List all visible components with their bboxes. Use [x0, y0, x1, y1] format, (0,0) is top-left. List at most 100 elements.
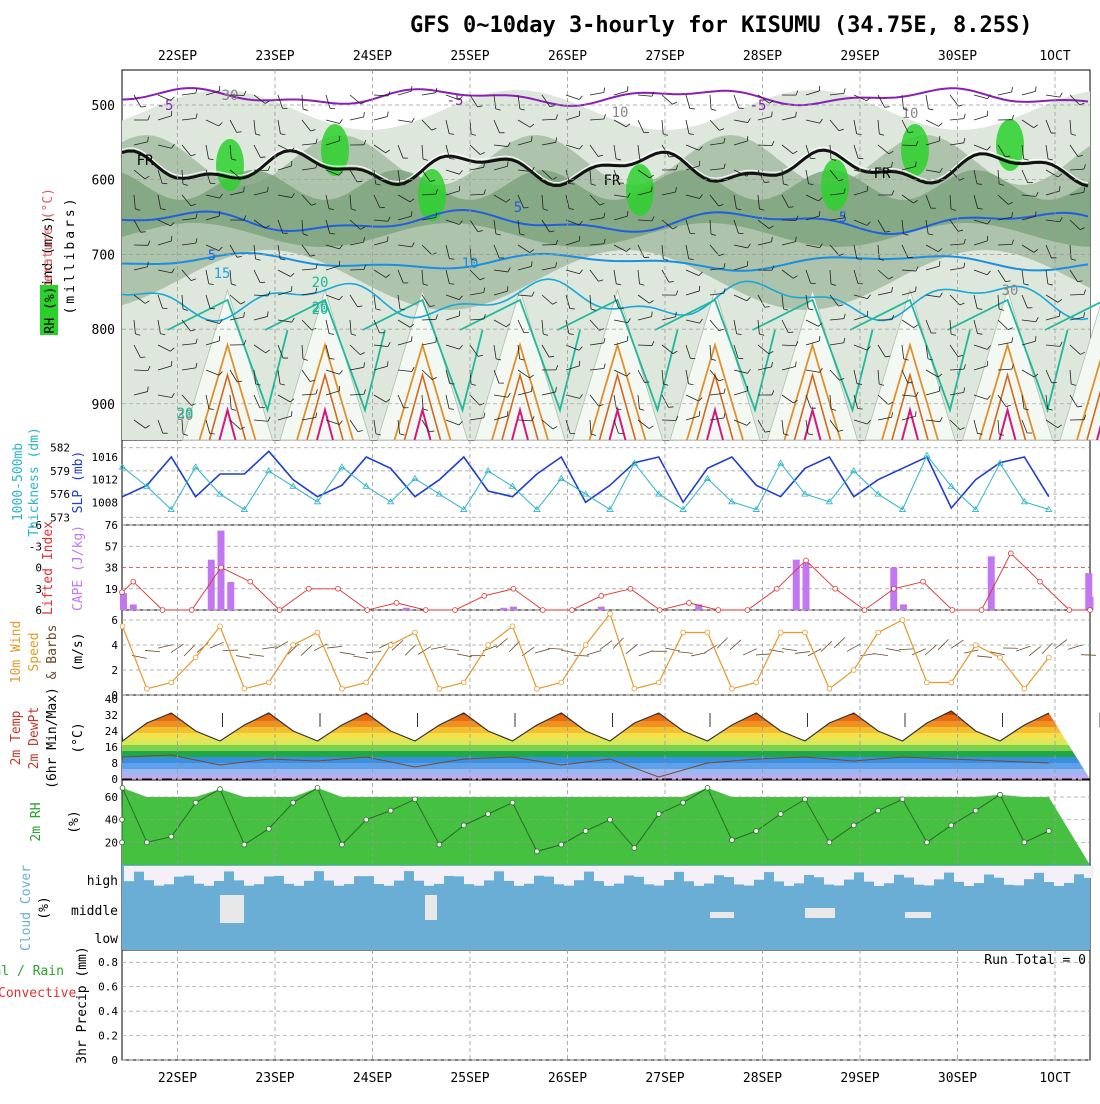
day-label-bottom: 30SEP [938, 1071, 977, 1086]
cape-tick: 19 [105, 583, 118, 596]
temp-color-band [122, 757, 1090, 763]
precip-tick: 0.6 [98, 981, 118, 994]
wind-label3: & Barbs [45, 625, 60, 680]
wind-barb-flag [388, 111, 389, 116]
cloud-high-gap [624, 866, 634, 875]
thickness-tick: 576 [50, 488, 70, 501]
wind-barb-flag [764, 182, 769, 183]
cloud-high-gap [984, 866, 994, 874]
cape-bar [130, 604, 137, 610]
wind-label2: Speed [27, 632, 42, 671]
pressure-tick-label: 700 [92, 248, 115, 263]
temp-label3: (6hr Min/Max) [45, 687, 60, 789]
wind-speed-line-point [437, 686, 442, 691]
cloud-high-gap [594, 866, 604, 881]
precip-tick: 0.8 [98, 956, 118, 969]
lifted-index-line-point [423, 608, 428, 613]
temp-tick: 40 [105, 693, 118, 706]
precip-tick: 0.2 [98, 1030, 118, 1043]
wind-speed-line-point [486, 643, 491, 648]
thickness-tick: 582 [50, 442, 70, 455]
temp-units: (°C) [71, 722, 86, 753]
slp-tick: 1012 [92, 474, 119, 487]
lifted-tick: -3 [29, 540, 42, 553]
lifted-index-line-point [1067, 608, 1072, 613]
wind-barb-flag [570, 184, 575, 185]
cape-left-label: Lifted Index [41, 521, 56, 615]
contour-label: 20 [312, 275, 329, 291]
day-label-bottom: 26SEP [548, 1071, 587, 1086]
lifted-index-line-point [774, 586, 779, 591]
wind-speed-line-point [1046, 655, 1051, 660]
cloud-high-gap [274, 866, 284, 876]
day-label-top: 22SEP [158, 49, 197, 64]
rh-line-point [339, 842, 344, 847]
wind-speed-line-point [144, 686, 149, 691]
rh-line-point [193, 800, 198, 805]
rh-cell [821, 159, 849, 211]
cloud-level-label: high [87, 874, 118, 889]
wind-barb-flag [532, 261, 533, 266]
pressure-tick-label: 600 [92, 174, 115, 189]
rh-cell [901, 124, 929, 176]
cloud-high-gap [964, 866, 974, 886]
cloud-high-gap [494, 866, 504, 871]
wind-barb [638, 345, 652, 346]
precip-tick: 0.4 [98, 1005, 118, 1018]
rh-line-point [266, 826, 271, 831]
cloud-high-gap [704, 866, 714, 884]
cloud-high-gap [134, 866, 144, 872]
cloud-high-gap [1024, 866, 1034, 879]
contour-label: 20 [312, 300, 329, 316]
cloud-high-gap [1054, 866, 1064, 886]
wind-speed-line-point [339, 686, 344, 691]
cloud-high-gap [244, 866, 254, 886]
cape-bar [803, 563, 810, 610]
cloud-high-gap [864, 866, 874, 882]
cloud-high-gap [834, 866, 844, 885]
day-label-bottom: 27SEP [645, 1071, 684, 1086]
rh-line-point [144, 840, 149, 845]
rh-line-point [778, 812, 783, 817]
upper-ylabel-mb: (millibars) [63, 195, 78, 314]
cape-bar [403, 608, 410, 610]
rh2m-label: 2m RH [29, 802, 44, 841]
wind-barb-flag [644, 382, 649, 383]
cloud-high-gap [564, 866, 574, 886]
cloud-high-gap [674, 866, 684, 872]
wind-speed-line-point [949, 680, 954, 685]
wind-barb-flag [330, 359, 335, 360]
cloud-high-gap [794, 866, 804, 883]
day-label-bottom: 28SEP [743, 1071, 782, 1086]
cloud-high-gap [224, 866, 234, 871]
wind-speed-line-point [1022, 686, 1027, 691]
cloud-high-gap [654, 866, 664, 886]
cloud-high-gap [664, 866, 674, 880]
cloud-high-gap [884, 866, 894, 883]
rh-line-point [900, 797, 905, 802]
cloud-high-gap [124, 866, 134, 881]
cloud-high-gap [804, 866, 814, 875]
cloud-high-gap [934, 866, 944, 879]
thickness-tick: 579 [50, 465, 70, 478]
cloud-high-gap [684, 866, 694, 881]
rh2m-units: (%) [67, 810, 82, 833]
cloud-mid-gap [710, 912, 734, 918]
rh-line-point [681, 800, 686, 805]
cloud-high-gap [174, 866, 184, 877]
wind-speed-line-point [266, 680, 271, 685]
cloud-high-gap [764, 866, 774, 872]
wind-speed-line-point [461, 680, 466, 685]
wind-speed-line-point [681, 630, 686, 635]
temp-color-band [122, 769, 1090, 775]
contour-label: 30 [222, 88, 239, 104]
lifted-index-line-point [979, 608, 984, 613]
cape-bar [120, 593, 127, 610]
wind-barb-flag [916, 411, 917, 416]
wind-speed-line-point [583, 643, 588, 648]
wind-barb-flag [1036, 211, 1037, 216]
cloud-high-gap [774, 866, 784, 881]
cloud-high-gap [924, 866, 934, 885]
